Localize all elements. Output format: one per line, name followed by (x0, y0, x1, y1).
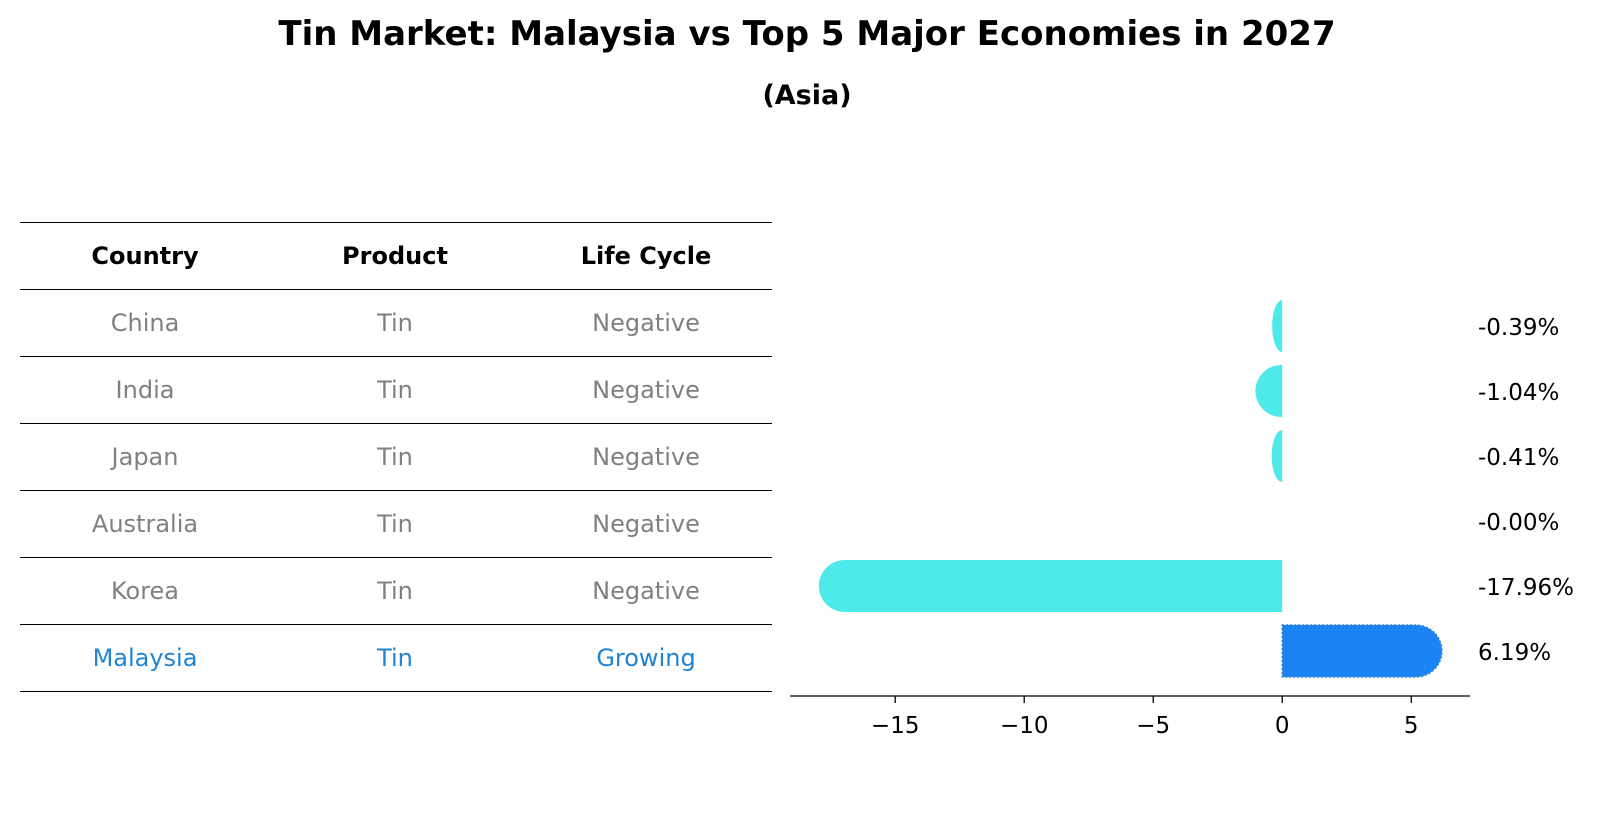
cell-product: Tin (377, 309, 413, 337)
x-tick-label: 5 (1404, 713, 1419, 739)
cell-life-cycle: Negative (592, 577, 700, 605)
value-label-malaysia: 6.19% (1478, 640, 1551, 666)
table-row-highlight: Malaysia Tin Growing (20, 624, 772, 692)
x-tick-label: −5 (1136, 713, 1170, 739)
value-label-australia: -0.00% (1478, 510, 1559, 536)
cell-country: Japan (111, 443, 179, 471)
cell-product: Tin (377, 577, 413, 605)
bar-chart: -0.39% -1.04% -0.41% -0.00% -17.96% 6.19% −15… (790, 300, 1574, 739)
bar-japan (1271, 430, 1283, 482)
cell-product: Tin (377, 443, 413, 471)
x-tick-label: 0 (1275, 713, 1290, 739)
cell-country: Australia (91, 510, 199, 538)
value-label-china: -0.39% (1478, 315, 1559, 341)
bars-layer (818, 300, 1443, 678)
bar-malaysia (1281, 624, 1443, 678)
comparison-table: Country Product Life Cycle China Tin Neg… (20, 222, 772, 692)
cell-product: Tin (377, 510, 413, 538)
chart-subtitle: (Asia) (762, 80, 852, 111)
cell-country: Malaysia (92, 644, 198, 672)
table-row: China Tin Negative (20, 289, 772, 356)
table-row: India Tin Negative (20, 356, 772, 423)
table-header-row: Country Product Life Cycle (20, 222, 772, 289)
x-tick-label: −15 (871, 713, 920, 739)
cell-product: Tin (377, 644, 413, 672)
header-life-cycle: Life Cycle (580, 242, 712, 270)
bar-korea (818, 560, 1283, 612)
cell-life-cycle: Negative (592, 309, 700, 337)
chart-title: Tin Market: Malaysia vs Top 5 Major Econ… (278, 14, 1336, 54)
header-country: Country (91, 242, 199, 270)
value-labels-layer: -0.39% -1.04% -0.41% -0.00% -17.96% 6.19% (1478, 315, 1574, 666)
cell-product: Tin (377, 376, 413, 404)
bar-china (1272, 300, 1283, 352)
header-product: Product (342, 242, 448, 270)
bar-india (1255, 365, 1283, 417)
cell-life-cycle: Negative (592, 443, 700, 471)
value-label-india: -1.04% (1478, 380, 1559, 406)
x-axis: −15 −10 −5 0 5 (790, 695, 1470, 739)
value-label-korea: -17.96% (1478, 575, 1574, 601)
cell-life-cycle: Negative (592, 376, 700, 404)
cell-life-cycle: Growing (596, 644, 696, 672)
x-tick-label: −10 (1000, 713, 1049, 739)
cell-country: Korea (110, 577, 180, 605)
table-row: Korea Tin Negative (20, 557, 772, 624)
table-row: Australia Tin Negative (20, 490, 772, 557)
cell-country: India (115, 376, 175, 404)
cell-life-cycle: Negative (592, 510, 700, 538)
value-label-japan: -0.41% (1478, 445, 1559, 471)
cell-country: China (110, 309, 180, 337)
table-row: Japan Tin Negative (20, 423, 772, 490)
